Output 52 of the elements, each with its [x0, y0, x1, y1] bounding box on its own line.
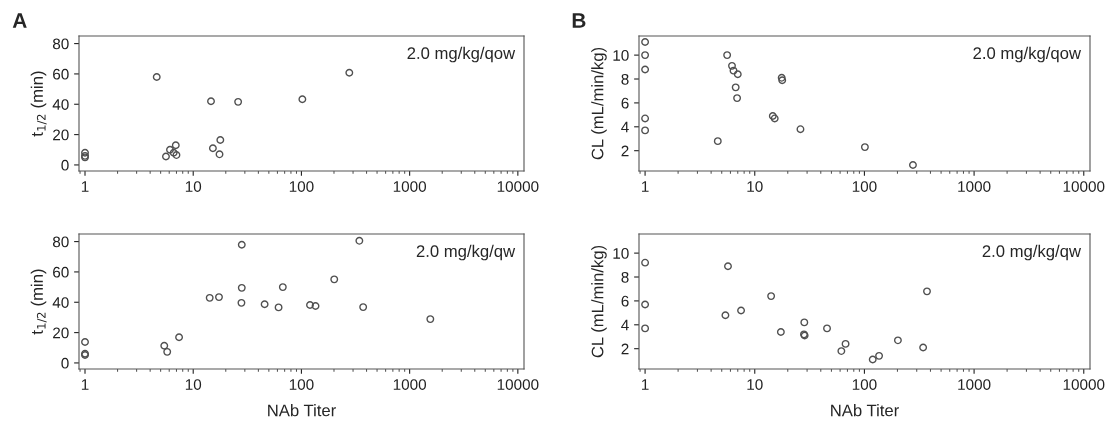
x-tick-label: 10 — [185, 379, 202, 390]
y-tick-label: 6 — [621, 295, 629, 307]
x-tick-label: 1 — [642, 181, 649, 192]
x-axis-title: NAb Titer — [831, 404, 899, 417]
x-tick-label: 1000 — [958, 379, 991, 390]
y-tick-label: 40 — [52, 297, 69, 308]
annotation: 2.0 mg/kg/qow — [407, 46, 516, 63]
y-tick-label: 20 — [53, 129, 69, 141]
y-axis-title: t$_{1/2}$ (min) — [30, 71, 47, 137]
x-tick-label: 1000 — [393, 181, 427, 192]
y-tick-label: 8 — [621, 271, 629, 283]
y-axis-title: CL (mL/min/kg) — [591, 47, 607, 160]
x-tick-label: 10000 — [497, 379, 539, 390]
annotation: 2.0 mg/kg/qow — [973, 46, 1082, 63]
annotation: 2.0 mg/kg/qw — [982, 244, 1082, 261]
x-tick-label: 1 — [81, 181, 89, 192]
y-tick-label: 6 — [621, 97, 629, 109]
x-tick-label: 100 — [852, 379, 877, 390]
x-tick-label: 10 — [185, 181, 202, 192]
y-tick-label: 80 — [52, 38, 69, 50]
x-tick-label: 1 — [81, 379, 89, 390]
x-axis-title: NAb Titer — [268, 404, 336, 417]
y-tick-label: 60 — [53, 266, 69, 278]
y-tick-label: 20 — [53, 327, 69, 339]
y-tick-label: 10 — [613, 49, 629, 61]
y-tick-label: 0 — [61, 159, 69, 171]
annotation: 2.0 mg/kg/qw — [416, 244, 516, 261]
x-tick-label: 10000 — [1063, 181, 1105, 192]
y-tick-label: 2 — [621, 343, 629, 355]
y-tick-label: 80 — [52, 236, 69, 248]
x-tick-label: 10000 — [1063, 379, 1105, 390]
y-tick-label: 40 — [52, 99, 69, 110]
x-tick-label: 100 — [289, 379, 314, 390]
y-tick-label: 4 — [621, 121, 629, 133]
chart-title: A — [12, 13, 27, 28]
y-axis-title: CL (mL/min/kg) — [591, 245, 607, 358]
x-tick-label: 1000 — [393, 379, 427, 390]
x-tick-label: 1 — [642, 379, 649, 390]
x-tick-label: 1000 — [958, 181, 991, 192]
y-tick-label: 4 — [621, 319, 629, 331]
x-tick-label: 100 — [852, 181, 877, 192]
y-tick-label: 10 — [613, 247, 629, 259]
y-tick-label: 0 — [61, 357, 69, 369]
x-tick-label: 10 — [747, 181, 763, 192]
chart-title: B — [572, 13, 586, 28]
y-axis-title: t$_{1/2}$ (min) — [30, 269, 47, 335]
y-tick-label: 8 — [621, 73, 629, 85]
x-tick-label: 10 — [747, 379, 763, 390]
y-tick-label: 60 — [53, 68, 69, 80]
y-tick-label: 2 — [621, 145, 629, 157]
x-tick-label: 100 — [289, 181, 314, 192]
x-tick-label: 10000 — [497, 181, 539, 192]
